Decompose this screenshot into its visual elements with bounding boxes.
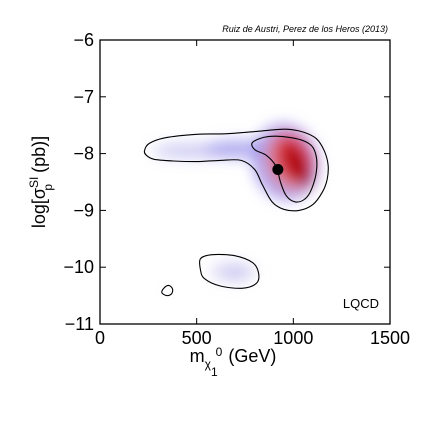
y-label-sub: p: [41, 184, 55, 191]
contour-outer-main: [143, 128, 329, 212]
best-fit-point: [272, 164, 284, 176]
y-tick-label-0: −11: [65, 314, 94, 334]
x-label-sup: 0: [216, 345, 223, 359]
y-label-prefix: log[σ: [29, 188, 49, 228]
marker-layer: [272, 164, 284, 176]
density-blob-7: [286, 148, 312, 188]
x-tick-label-1000: 1000: [273, 328, 313, 348]
x-tick-label-1500: 1500: [370, 328, 410, 348]
y-label-suffix: (pb)]: [29, 136, 49, 178]
density-blob-9: [223, 267, 247, 278]
x-label-unit: (GeV): [228, 346, 276, 366]
x-label-subsub: 1: [211, 365, 218, 379]
x-tick-label-500: 500: [182, 328, 212, 348]
density-layer: [152, 123, 319, 295]
x-label-sub: χ: [205, 357, 212, 371]
x-tick-label-0: 0: [95, 328, 105, 348]
contour-inner: [251, 135, 318, 203]
contour-layer: [143, 128, 329, 297]
y-tick-label-3: −8: [73, 144, 94, 164]
credit-text: Ruiz de Austri, Perez de los Heros (2013…: [222, 24, 388, 34]
plot-frame: [99, 39, 391, 325]
density-blob-10: [161, 287, 170, 295]
contour-outer-lower: [198, 253, 260, 289]
contour-outer-small: [161, 284, 174, 297]
y-label-sup: SI: [27, 177, 41, 188]
panel-tag: LQCD: [343, 296, 379, 311]
y-tick-label-4: −7: [73, 87, 94, 107]
x-axis-label: mχ1 0 (GeV): [190, 345, 277, 379]
x-label-main: m: [190, 346, 205, 366]
y-tick-label-5: −6: [73, 30, 94, 50]
y-tick-label-2: −9: [73, 200, 94, 220]
tick-layer: 0 500 1000 1500 −11 −10 −9 −8 −7 −6: [63, 30, 410, 348]
y-tick-label-1: −10: [63, 257, 94, 277]
y-axis-label: log[σSIp (pb)]: [27, 136, 55, 228]
